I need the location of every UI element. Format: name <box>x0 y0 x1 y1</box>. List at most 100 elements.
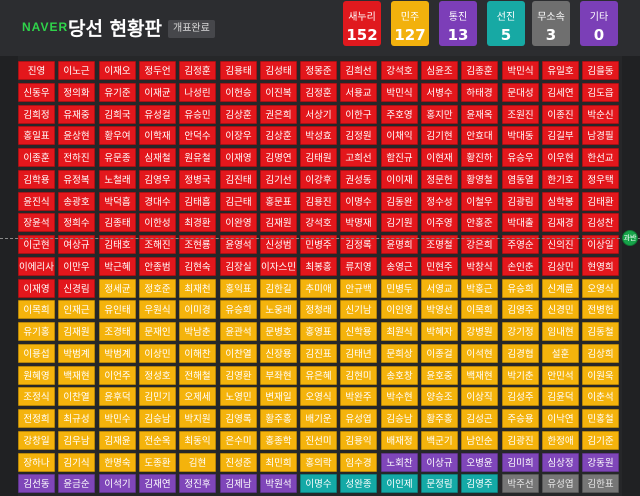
seat-cell[interactable]: 나성린 <box>179 83 216 102</box>
seat-cell[interactable]: 박덕흠 <box>99 192 136 211</box>
seat-cell[interactable]: 윤영석 <box>220 235 257 254</box>
seat-cell[interactable]: 박대출 <box>502 213 539 232</box>
seat-cell[interactable]: 강기정 <box>502 322 539 341</box>
seat-cell[interactable]: 신동우 <box>18 83 55 102</box>
seat-cell[interactable]: 김성찬 <box>582 213 619 232</box>
seat-cell[interactable]: 변재일 <box>260 387 297 406</box>
seat-cell[interactable]: 오영식 <box>300 387 337 406</box>
seat-cell[interactable]: 김광진 <box>502 431 539 450</box>
seat-cell[interactable]: 김도읍 <box>582 83 619 102</box>
seat-cell[interactable]: 안종범 <box>139 257 176 276</box>
seat-cell[interactable]: 김태원 <box>300 148 337 167</box>
seat-cell[interactable]: 이이재 <box>381 170 418 189</box>
seat-cell[interactable]: 김태환 <box>582 192 619 211</box>
seat-cell[interactable]: 김장실 <box>220 257 257 276</box>
seat-cell[interactable]: 김태호 <box>99 235 136 254</box>
seat-cell[interactable]: 박민식 <box>502 61 539 80</box>
seat-cell[interactable]: 김영주 <box>461 474 498 493</box>
seat-cell[interactable]: 진영 <box>18 61 55 80</box>
seat-cell[interactable]: 김재원 <box>58 322 95 341</box>
seat-cell[interactable]: 부좌현 <box>260 366 297 385</box>
seat-cell[interactable]: 신경림 <box>58 279 95 298</box>
seat-cell[interactable]: 신성범 <box>260 235 297 254</box>
seat-cell[interactable]: 문정림 <box>421 474 458 493</box>
seat-cell[interactable]: 송광호 <box>58 192 95 211</box>
seat-cell[interactable]: 최경환 <box>179 213 216 232</box>
seat-cell[interactable]: 박기춘 <box>502 366 539 385</box>
seat-cell[interactable]: 송영근 <box>381 257 418 276</box>
seat-cell[interactable]: 문희상 <box>381 344 418 363</box>
seat-cell[interactable]: 황우여 <box>99 126 136 145</box>
seat-cell[interactable]: 강창일 <box>18 431 55 450</box>
seat-cell[interactable]: 신경민 <box>542 300 579 319</box>
seat-cell[interactable]: 조현룡 <box>179 235 216 254</box>
seat-cell[interactable]: 한명숙 <box>99 453 136 472</box>
seat-cell[interactable]: 박범계 <box>58 344 95 363</box>
seat-cell[interactable]: 은수미 <box>220 431 257 450</box>
seat-cell[interactable]: 이미경 <box>179 300 216 319</box>
seat-cell[interactable]: 김재윤 <box>99 431 136 450</box>
seat-cell[interactable]: 이자스민 <box>260 257 297 276</box>
seat-cell[interactable]: 김영주 <box>502 300 539 319</box>
seat-cell[interactable]: 서용교 <box>340 83 377 102</box>
seat-cell[interactable]: 최봉홍 <box>300 257 337 276</box>
seat-cell[interactable]: 이목희 <box>461 300 498 319</box>
seat-cell[interactable]: 김태흠 <box>179 192 216 211</box>
seat-cell[interactable]: 이재영 <box>18 279 55 298</box>
seat-cell[interactable]: 이목희 <box>18 300 55 319</box>
seat-cell[interactable]: 우원식 <box>139 300 176 319</box>
seat-cell[interactable]: 김한표 <box>582 474 619 493</box>
seat-cell[interactable]: 배기운 <box>300 409 337 428</box>
seat-cell[interactable]: 조경태 <box>99 322 136 341</box>
naver-logo[interactable]: NAVER <box>22 20 69 34</box>
seat-cell[interactable]: 원유철 <box>179 148 216 167</box>
seat-cell[interactable]: 박홍근 <box>461 279 498 298</box>
seat-cell[interactable]: 김상희 <box>582 344 619 363</box>
seat-cell[interactable]: 이언주 <box>99 366 136 385</box>
seat-cell[interactable]: 김근태 <box>220 192 257 211</box>
seat-cell[interactable]: 이낙연 <box>542 409 579 428</box>
seat-cell[interactable]: 심상정 <box>542 453 579 472</box>
seat-cell[interactable]: 유성엽 <box>542 474 579 493</box>
seat-cell[interactable]: 최원식 <box>381 322 418 341</box>
seat-cell[interactable]: 이헌승 <box>220 83 257 102</box>
seat-cell[interactable]: 이용섭 <box>18 344 55 363</box>
seat-cell[interactable]: 김제남 <box>220 474 257 493</box>
seat-cell[interactable]: 박민식 <box>381 83 418 102</box>
seat-cell[interactable]: 김현미 <box>340 366 377 385</box>
seat-cell[interactable]: 심윤조 <box>421 61 458 80</box>
seat-cell[interactable]: 도종환 <box>139 453 176 472</box>
seat-cell[interactable]: 신기남 <box>340 300 377 319</box>
seat-cell[interactable]: 정청래 <box>300 300 337 319</box>
seat-cell[interactable]: 노웅래 <box>260 300 297 319</box>
seat-cell[interactable]: 정의화 <box>58 83 95 102</box>
seat-cell[interactable]: 한기호 <box>542 170 579 189</box>
seat-cell[interactable]: 김희선 <box>340 61 377 80</box>
seat-cell[interactable]: 오영식 <box>582 279 619 298</box>
seat-cell[interactable]: 김광림 <box>502 192 539 211</box>
seat-cell[interactable]: 김기현 <box>421 126 458 145</box>
seat-cell[interactable]: 심재철 <box>139 148 176 167</box>
seat-cell[interactable]: 김길부 <box>542 126 579 145</box>
seat-cell[interactable]: 전하진 <box>58 148 95 167</box>
seat-cell[interactable]: 전순옥 <box>139 431 176 450</box>
seat-cell[interactable]: 이상직 <box>461 387 498 406</box>
party-badge[interactable]: 민주 127 <box>391 1 429 46</box>
seat-cell[interactable]: 오병윤 <box>461 453 498 472</box>
seat-cell[interactable]: 주영순 <box>502 235 539 254</box>
seat-cell[interactable]: 민병두 <box>381 279 418 298</box>
seat-cell[interactable]: 김재원 <box>260 213 297 232</box>
seat-cell[interactable]: 전정희 <box>18 409 55 428</box>
seat-cell[interactable]: 김정훈 <box>179 61 216 80</box>
seat-cell[interactable]: 김미희 <box>502 453 539 472</box>
seat-cell[interactable]: 이찬열 <box>58 387 95 406</box>
seat-cell[interactable]: 신학용 <box>340 322 377 341</box>
seat-cell[interactable]: 여상규 <box>58 235 95 254</box>
seat-cell[interactable]: 김기식 <box>58 453 95 472</box>
seat-cell[interactable]: 김용진 <box>300 192 337 211</box>
seat-cell[interactable]: 유기준 <box>99 83 136 102</box>
seat-cell[interactable]: 박명재 <box>340 213 377 232</box>
seat-cell[interactable]: 정호준 <box>139 279 176 298</box>
seat-cell[interactable]: 박창식 <box>461 257 498 276</box>
seat-cell[interactable]: 윤명희 <box>381 235 418 254</box>
